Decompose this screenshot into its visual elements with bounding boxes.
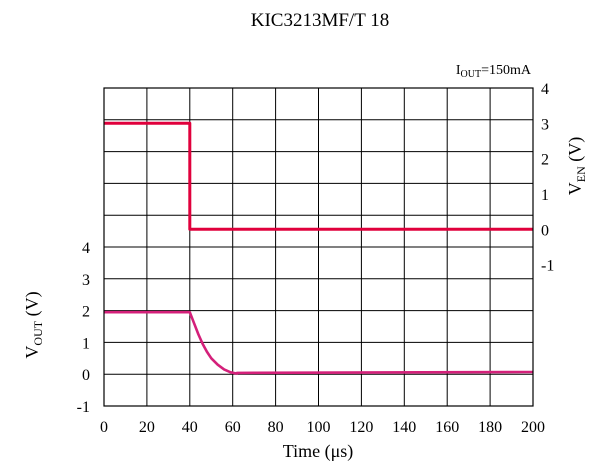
y-right-tick-label: -1 — [541, 258, 554, 275]
x-tick-label: 0 — [100, 419, 108, 436]
annotation-base: I — [456, 63, 461, 78]
y-left-sub: OUT — [31, 320, 45, 345]
y-left-tick-label: 0 — [82, 367, 90, 384]
y-right-tick-label: 2 — [541, 152, 549, 169]
y-left-tick-label: 2 — [82, 304, 90, 321]
series-vout — [104, 310, 534, 375]
x-tick-label: 100 — [307, 419, 331, 436]
y-left-tick-label: 1 — [82, 335, 90, 352]
y-right-tick-label: 0 — [541, 222, 549, 239]
y-axis-left-label: VOUT (V) — [22, 291, 45, 358]
y-right-unit: (V) — [565, 137, 586, 167]
grid — [104, 88, 533, 406]
x-tick-label: 80 — [268, 419, 284, 436]
y-axis-right-label: VEN (V) — [565, 137, 588, 196]
y-left-tick-label: -1 — [77, 399, 90, 416]
x-tick-label: 20 — [139, 419, 155, 436]
x-tick-label: 60 — [225, 419, 241, 436]
annotation-sub: OUT — [461, 69, 482, 80]
x-tick-label: 140 — [392, 419, 416, 436]
y-right-tick-label: 1 — [541, 187, 549, 204]
x-tick-label: 120 — [349, 419, 373, 436]
x-tick-label: 180 — [478, 419, 502, 436]
x-tick-label: 40 — [182, 419, 198, 436]
y-left-tick-label: 4 — [82, 240, 90, 257]
y-left-tick-label: 3 — [82, 272, 90, 289]
annotation-rest: =150mA — [481, 63, 532, 78]
series-ven — [104, 121, 533, 231]
chart-title: KIC3213MF/T 18 — [251, 10, 389, 31]
series-layer — [104, 121, 534, 375]
y-right-tick-label: 4 — [541, 81, 549, 98]
y-right-base: V — [565, 182, 585, 195]
x-tick-label: 200 — [521, 419, 545, 436]
tick-labels: 0 20 40 60 80 100 120 140 160 180 200 -1 0 1 2 3 4 -1 0 1 2 3… — [77, 81, 555, 436]
x-tick-label: 160 — [435, 419, 459, 436]
y-right-sub: EN — [574, 166, 588, 182]
x-axis-label: Time (μs) — [283, 441, 354, 462]
y-left-unit: (V) — [22, 291, 43, 321]
y-left-base: V — [22, 346, 42, 359]
y-right-tick-label: 3 — [541, 116, 549, 133]
plot-frame — [103, 87, 534, 407]
current-annotation: IOUT=150mA — [456, 63, 532, 80]
